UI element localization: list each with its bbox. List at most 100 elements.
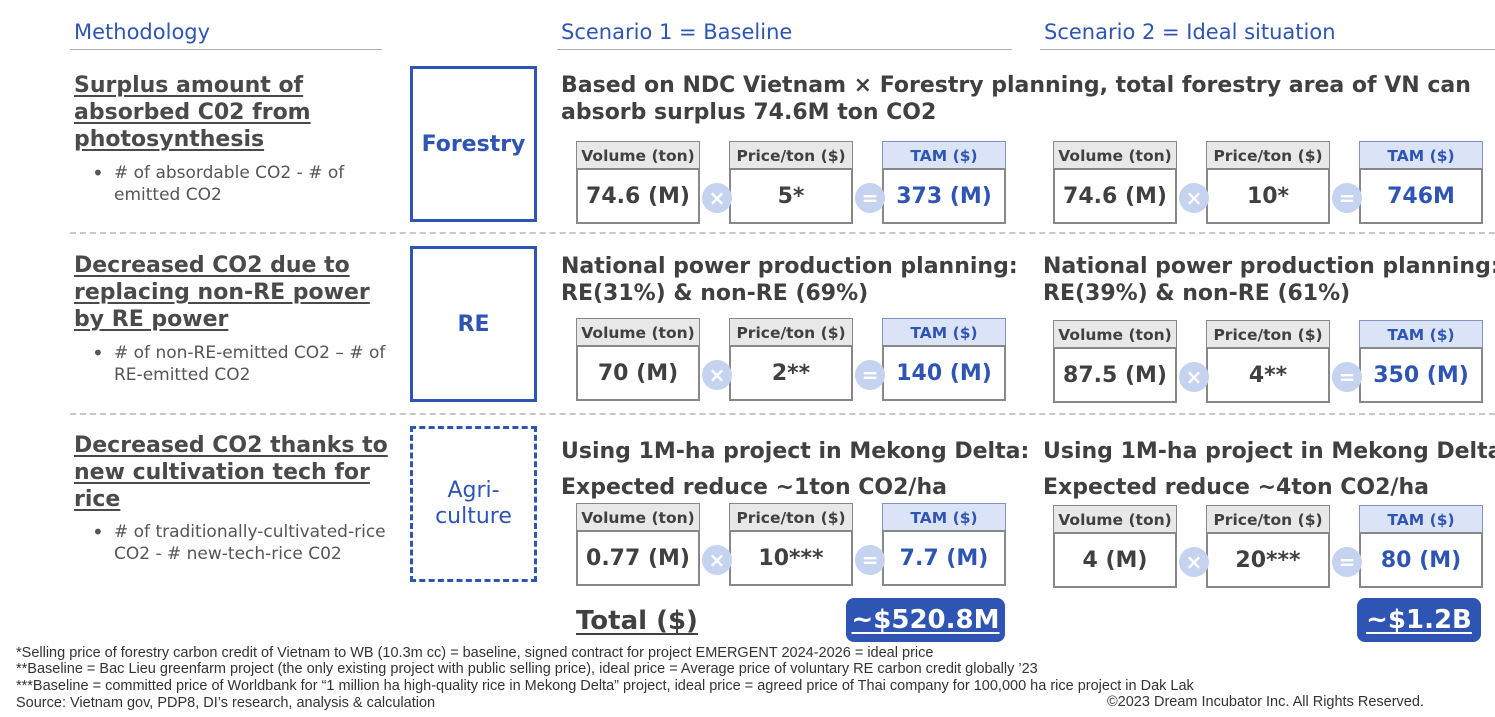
- volume-value: 70 (M): [576, 345, 700, 401]
- calc-s1-agriculture: Volume (ton) 0.77 (M) × Price/ton ($) 10…: [576, 503, 1008, 588]
- price-value: 20***: [1206, 532, 1330, 588]
- source-note: Source: Vietnam gov, PDP8, DI’s research…: [16, 695, 436, 711]
- price-label: Price/ton ($): [1206, 141, 1330, 170]
- volume-cell: Volume (ton) 87.5 (M): [1053, 320, 1177, 405]
- scenario1-forestry-desc-line2: absorb surplus 74.6M ton CO2: [561, 100, 937, 125]
- tam-cell: TAM ($) 80 (M): [1359, 505, 1483, 590]
- row-divider: [70, 413, 1495, 415]
- method-bullet-agriculture: # of traditionally-cultivated-rice CO2 -…: [92, 521, 392, 565]
- tam-value: 373 (M): [882, 168, 1006, 224]
- tam-label: TAM ($): [1359, 141, 1483, 170]
- price-value: 5*: [729, 168, 853, 224]
- row-divider: [70, 232, 1495, 234]
- total-scenario1-badge: ~$520.8M: [846, 598, 1005, 642]
- price-value: 4**: [1206, 347, 1330, 403]
- multiply-icon: ×: [702, 545, 732, 575]
- method-title-agriculture: Decreased CO2 thanks to new cultivation …: [74, 433, 388, 512]
- tam-cell: TAM ($) 140 (M): [882, 318, 1006, 403]
- calc-s1-forestry: Volume (ton) 74.6 (M) × Price/ton ($) 5*…: [576, 141, 1008, 226]
- scenario2-agri-desc-line2: Expected reduce ~4ton CO2/ha: [1043, 475, 1429, 500]
- tam-label: TAM ($): [1359, 320, 1483, 349]
- scenario2-re-desc-line2: RE(39%) & non-RE (61%): [1043, 281, 1351, 306]
- calc-s2-agriculture: Volume (ton) 4 (M) × Price/ton ($) 20***…: [1053, 505, 1485, 590]
- scenario2-re-desc-line1: National power production planning:: [1043, 254, 1495, 279]
- method-title-re: Decreased CO2 due to replacing non-RE po…: [74, 253, 370, 332]
- price-label: Price/ton ($): [729, 141, 853, 170]
- price-cell: Price/ton ($) 5*: [729, 141, 853, 226]
- volume-cell: Volume (ton) 4 (M): [1053, 505, 1177, 590]
- volume-value: 87.5 (M): [1053, 347, 1177, 403]
- volume-value: 74.6 (M): [576, 168, 700, 224]
- method-bullet-forestry: # of absordable CO2 - # of emitted CO2: [92, 162, 392, 206]
- volume-cell: Volume (ton) 0.77 (M): [576, 503, 700, 588]
- price-value: 10*: [1206, 168, 1330, 224]
- tam-label: TAM ($): [1359, 505, 1483, 534]
- equals-icon: =: [1332, 547, 1362, 577]
- method-bullet-re: # of non-RE-emitted CO2 – # of RE-emitte…: [92, 342, 392, 386]
- volume-cell: Volume (ton) 74.6 (M): [1053, 141, 1177, 226]
- total-label: Total ($): [576, 606, 698, 636]
- volume-value: 0.77 (M): [576, 530, 700, 586]
- category-agriculture: Agri- culture: [410, 426, 537, 582]
- price-cell: Price/ton ($) 10***: [729, 503, 853, 588]
- multiply-icon: ×: [1179, 362, 1209, 392]
- equals-icon: =: [1332, 183, 1362, 213]
- price-value: 10***: [729, 530, 853, 586]
- price-cell: Price/ton ($) 20***: [1206, 505, 1330, 590]
- multiply-icon: ×: [702, 183, 732, 213]
- tam-cell: TAM ($) 746M: [1359, 141, 1483, 226]
- price-label: Price/ton ($): [729, 318, 853, 347]
- multiply-icon: ×: [702, 360, 732, 390]
- methodology-header: Methodology: [70, 20, 382, 50]
- tam-value: 140 (M): [882, 345, 1006, 401]
- volume-label: Volume (ton): [1053, 320, 1177, 349]
- volume-label: Volume (ton): [576, 503, 700, 532]
- volume-label: Volume (ton): [1053, 141, 1177, 170]
- method-title-forestry: Surplus amount of absorbed C02 from phot…: [74, 73, 311, 152]
- scenario2-agri-desc-line1: Using 1M-ha project in Mekong Delta:: [1043, 439, 1495, 464]
- calc-s2-forestry: Volume (ton) 74.6 (M) × Price/ton ($) 10…: [1053, 141, 1485, 226]
- calc-s2-re: Volume (ton) 87.5 (M) × Price/ton ($) 4*…: [1053, 320, 1485, 405]
- footnote-2: **Baseline = Bac Lieu greenfarm project …: [16, 661, 1038, 677]
- tam-label: TAM ($): [882, 318, 1006, 347]
- scenario1-re-desc-line2: RE(31%) & non-RE (69%): [561, 281, 869, 306]
- volume-value: 4 (M): [1053, 532, 1177, 588]
- equals-icon: =: [855, 360, 885, 390]
- equals-icon: =: [1332, 362, 1362, 392]
- footnote-3: ***Baseline = committed price of Worldba…: [16, 678, 1194, 694]
- price-cell: Price/ton ($) 2**: [729, 318, 853, 403]
- calc-s1-re: Volume (ton) 70 (M) × Price/ton ($) 2** …: [576, 318, 1008, 403]
- scenario1-forestry-desc-line1: Based on NDC Vietnam × Forestry planning…: [561, 73, 1471, 98]
- category-re: RE: [410, 246, 537, 402]
- volume-label: Volume (ton): [1053, 505, 1177, 534]
- volume-cell: Volume (ton) 74.6 (M): [576, 141, 700, 226]
- footnote-1: *Selling price of forestry carbon credit…: [16, 645, 934, 661]
- category-agriculture-line1: Agri-: [447, 478, 500, 503]
- equals-icon: =: [855, 545, 885, 575]
- tam-value: 746M: [1359, 168, 1483, 224]
- price-value: 2**: [729, 345, 853, 401]
- multiply-icon: ×: [1179, 183, 1209, 213]
- price-label: Price/ton ($): [1206, 505, 1330, 534]
- volume-cell: Volume (ton) 70 (M): [576, 318, 700, 403]
- scenario1-agri-desc-line2: Expected reduce ~1ton CO2/ha: [561, 475, 947, 500]
- tam-cell: TAM ($) 373 (M): [882, 141, 1006, 226]
- price-label: Price/ton ($): [729, 503, 853, 532]
- tam-value: 80 (M): [1359, 532, 1483, 588]
- category-agriculture-line2: culture: [435, 504, 512, 529]
- tam-label: TAM ($): [882, 141, 1006, 170]
- price-label: Price/ton ($): [1206, 320, 1330, 349]
- scenario1-header: Scenario 1 = Baseline: [557, 20, 1012, 50]
- tam-label: TAM ($): [882, 503, 1006, 532]
- tam-cell: TAM ($) 350 (M): [1359, 320, 1483, 405]
- scenario1-re-desc-line1: National power production planning:: [561, 254, 1018, 279]
- total-scenario2-badge: ~$1.2B: [1357, 598, 1481, 642]
- multiply-icon: ×: [1179, 547, 1209, 577]
- tam-value: 7.7 (M): [882, 530, 1006, 586]
- volume-label: Volume (ton): [576, 318, 700, 347]
- price-cell: Price/ton ($) 10*: [1206, 141, 1330, 226]
- tam-cell: TAM ($) 7.7 (M): [882, 503, 1006, 588]
- volume-value: 74.6 (M): [1053, 168, 1177, 224]
- volume-label: Volume (ton): [576, 141, 700, 170]
- category-forestry: Forestry: [410, 66, 537, 222]
